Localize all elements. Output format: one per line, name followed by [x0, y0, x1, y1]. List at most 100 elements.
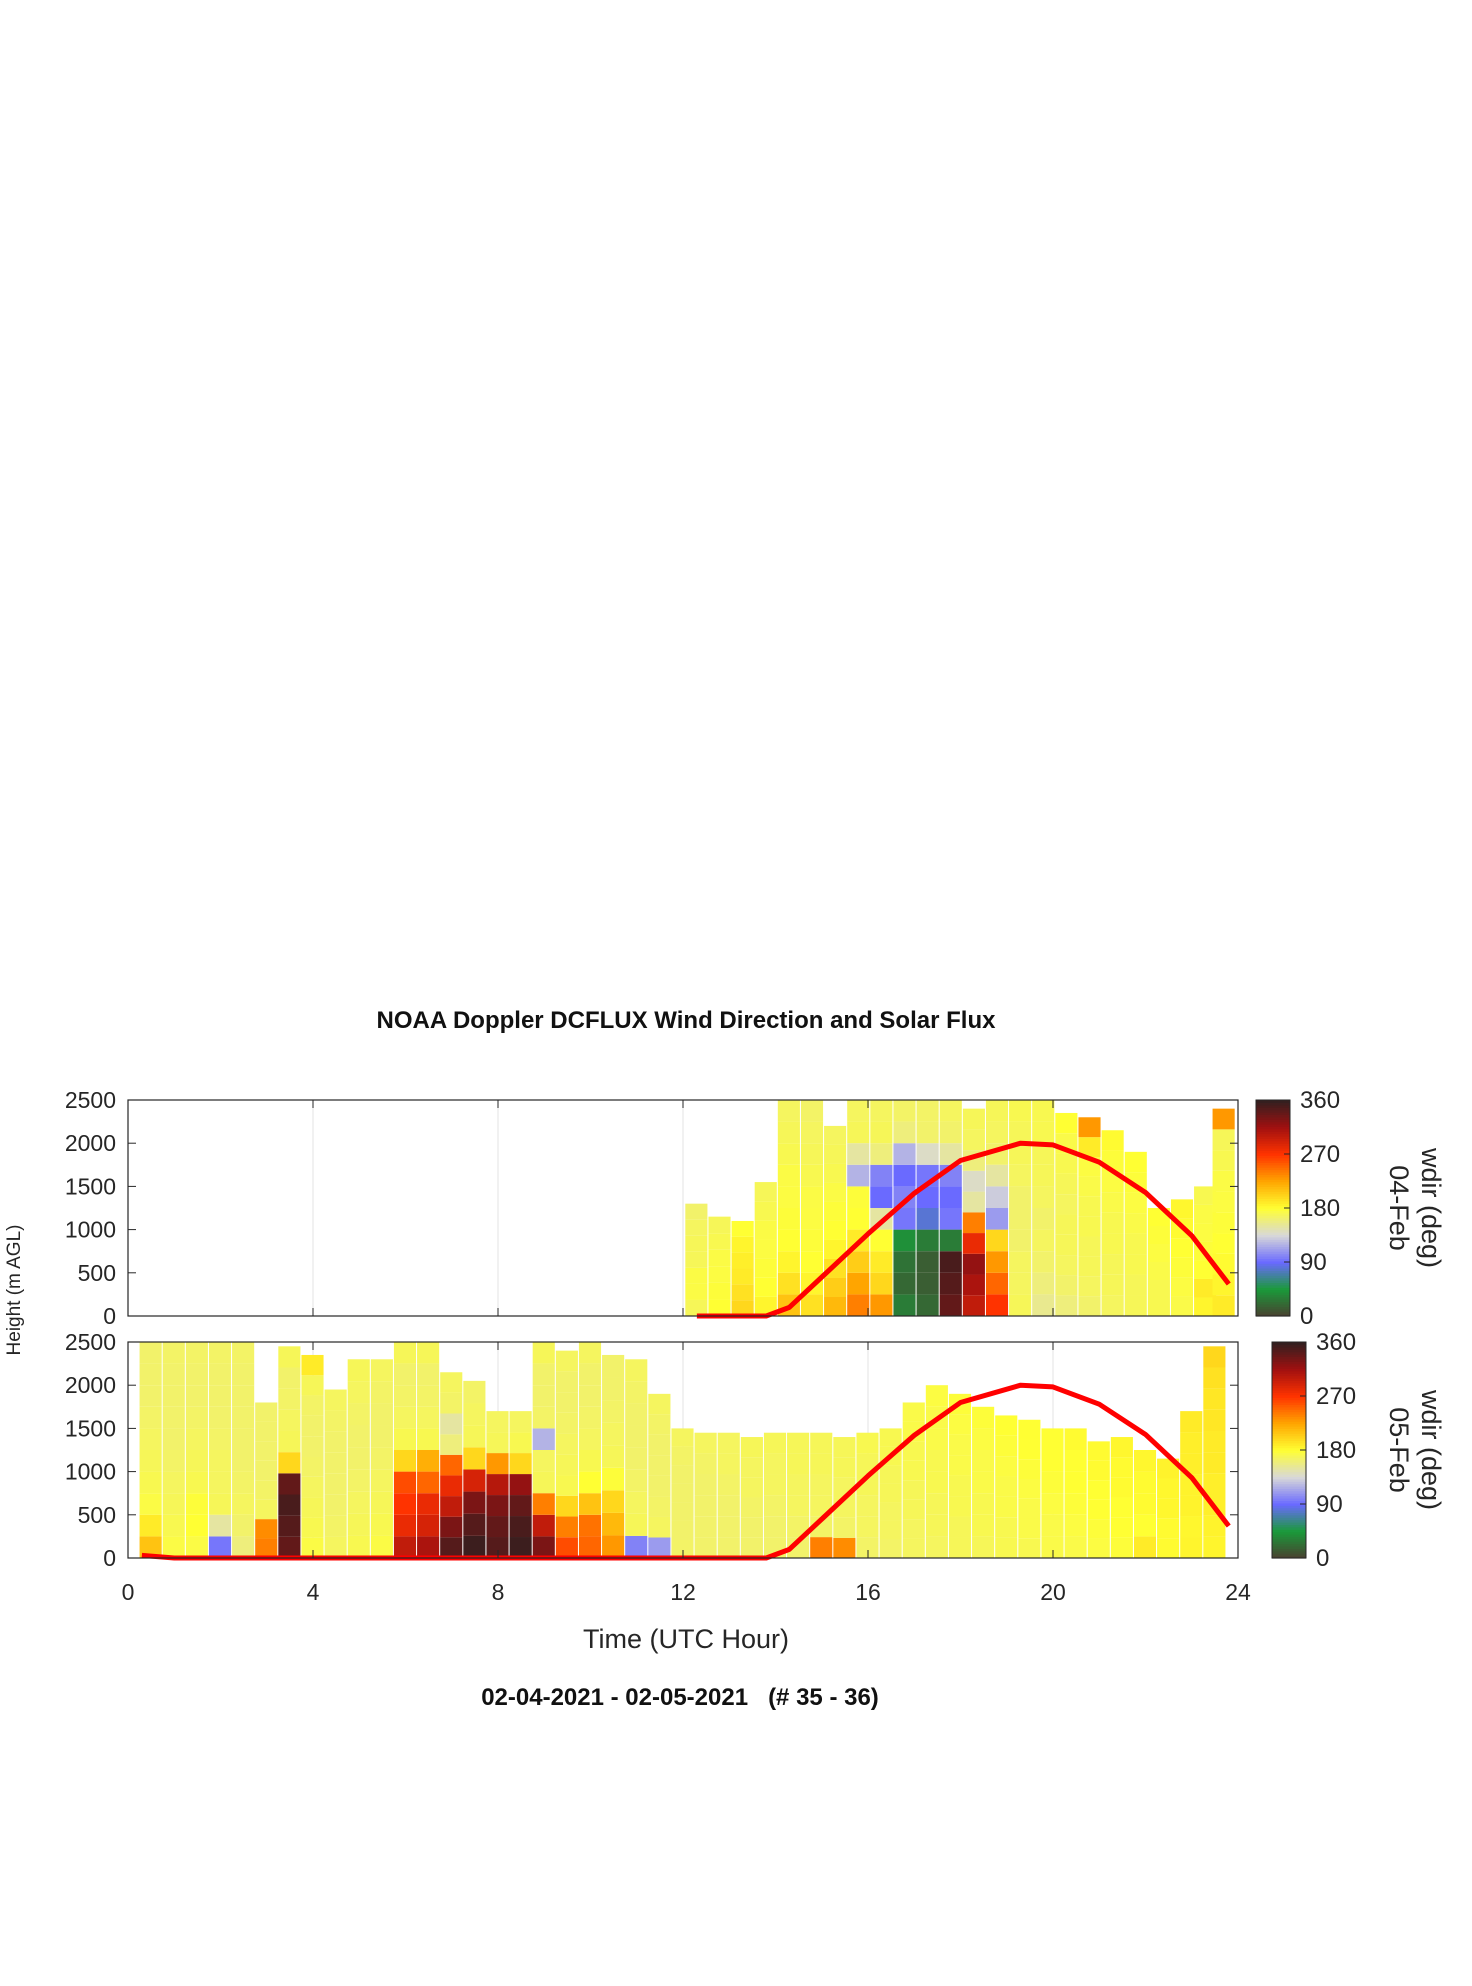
wind-direction-cell [509, 1474, 532, 1496]
wind-direction-cell [740, 1517, 763, 1538]
wind-direction-cell [1101, 1233, 1124, 1255]
wind-direction-cell [847, 1208, 870, 1230]
wind-direction-cell [255, 1421, 278, 1442]
colorbar-segment [1256, 1222, 1290, 1226]
wind-direction-cell [1180, 1411, 1203, 1433]
wind-direction-cell [578, 1514, 602, 1537]
colorbar-segment [1272, 1543, 1306, 1547]
x-axis-label: Time (UTC Hour) [583, 1624, 789, 1654]
wind-direction-cell [440, 1496, 463, 1517]
colorbar-segment [1272, 1462, 1306, 1465]
wind-direction-cell [440, 1516, 463, 1538]
wind-direction-cell [324, 1515, 347, 1537]
colorbar-segment [1272, 1447, 1306, 1451]
wind-direction-cell [972, 1514, 995, 1537]
wind-direction-cell [139, 1385, 162, 1407]
wind-direction-cell [847, 1121, 870, 1144]
wind-direction-cell [555, 1495, 578, 1517]
colorbar-segment [1272, 1373, 1306, 1377]
wind-direction-cell [916, 1208, 939, 1230]
wind-direction-cell [1203, 1452, 1226, 1474]
colorbar-segment [1256, 1193, 1290, 1197]
wind-direction-cell [1212, 1129, 1235, 1151]
wind-direction-cell [278, 1430, 301, 1453]
wind-direction-cell [870, 1186, 893, 1208]
wind-direction-cell [985, 1294, 1009, 1316]
colorbar-segment [1272, 1438, 1306, 1441]
wind-direction-cell [255, 1402, 278, 1422]
wind-direction-cell [1157, 1498, 1180, 1519]
colorbar-segment [1272, 1474, 1306, 1477]
wind-direction-cell [1009, 1121, 1032, 1144]
colorbar-segment [1272, 1387, 1306, 1391]
wind-direction-cell [902, 1460, 925, 1481]
colorbar-tick-label: 180 [1316, 1437, 1356, 1464]
wind-direction-cell [1110, 1477, 1133, 1498]
wind-direction-cell [1124, 1274, 1147, 1296]
wind-direction-cell [578, 1450, 602, 1472]
wind-direction-cell [255, 1499, 278, 1520]
colorbar-segment [1272, 1536, 1306, 1540]
wind-direction-cell [717, 1474, 740, 1496]
colorbar-segment [1272, 1411, 1306, 1415]
colorbar-segment [1256, 1157, 1290, 1161]
wind-direction-cell [578, 1471, 602, 1494]
wind-direction-cell [440, 1413, 463, 1435]
wind-direction-cell [1032, 1208, 1055, 1230]
colorbar-segment [1256, 1131, 1290, 1135]
wind-direction-cell [370, 1403, 393, 1426]
wind-direction-cell [347, 1403, 370, 1426]
colorbar-segment [1272, 1514, 1306, 1518]
wind-direction-cell [232, 1514, 255, 1537]
wind-direction-cell [1203, 1536, 1226, 1558]
wind-direction-cell [870, 1251, 893, 1273]
wind-direction-cell [208, 1471, 232, 1494]
colorbar-segment [1272, 1428, 1306, 1432]
wind-direction-cell [347, 1447, 370, 1470]
wind-direction-cell [532, 1428, 555, 1450]
colorbar-segment [1272, 1423, 1306, 1427]
colorbar-segment [1272, 1385, 1306, 1389]
wind-direction-cell [1194, 1223, 1217, 1242]
wind-direction-cell [916, 1229, 939, 1252]
wind-direction-cell [1203, 1409, 1226, 1431]
wind-direction-cell [1009, 1186, 1032, 1208]
y-tick-label: 1000 [65, 1217, 116, 1243]
wind-direction-cell [800, 1143, 824, 1165]
wind-direction-cell [870, 1143, 893, 1165]
wind-direction-cell [870, 1164, 893, 1187]
wind-direction-cell [731, 1220, 754, 1237]
wind-direction-cell [754, 1258, 777, 1278]
colorbar-segment [1272, 1493, 1306, 1497]
wind-direction-cell [800, 1121, 824, 1144]
wind-direction-cell [763, 1432, 787, 1454]
wind-direction-cell [1194, 1186, 1217, 1205]
wind-direction-cell [347, 1359, 370, 1382]
x-tick-label: 24 [1225, 1579, 1251, 1605]
wind-direction-cell [185, 1363, 208, 1386]
wind-direction-cell [1212, 1170, 1235, 1192]
wind-direction-cell [893, 1100, 916, 1122]
wind-direction-cell [532, 1342, 555, 1364]
wind-direction-cell [694, 1432, 717, 1454]
wind-direction-cell [1055, 1153, 1078, 1174]
wind-direction-cell [324, 1389, 347, 1411]
wind-direction-cell [708, 1216, 731, 1234]
wind-direction-cell [347, 1469, 370, 1492]
wind-direction-cell [463, 1513, 486, 1536]
wind-direction-cell [625, 1403, 648, 1426]
wind-direction-cell [1032, 1164, 1055, 1187]
wind-direction-cell [139, 1450, 162, 1472]
wind-direction-cell [301, 1517, 324, 1538]
wind-direction-cell [185, 1471, 208, 1494]
wind-direction-cell [347, 1535, 370, 1558]
wind-direction-cell [232, 1450, 255, 1472]
wind-direction-cell [948, 1537, 972, 1558]
wind-direction-cell [995, 1456, 1018, 1477]
wind-direction-cell [763, 1495, 787, 1517]
wind-direction-cell [278, 1473, 301, 1495]
colorbar: 0 90 180 270 360 [1271, 1329, 1356, 1572]
wind-direction-cell [694, 1474, 717, 1496]
colorbar-segment [1272, 1375, 1306, 1379]
wind-direction-cell [324, 1473, 347, 1495]
